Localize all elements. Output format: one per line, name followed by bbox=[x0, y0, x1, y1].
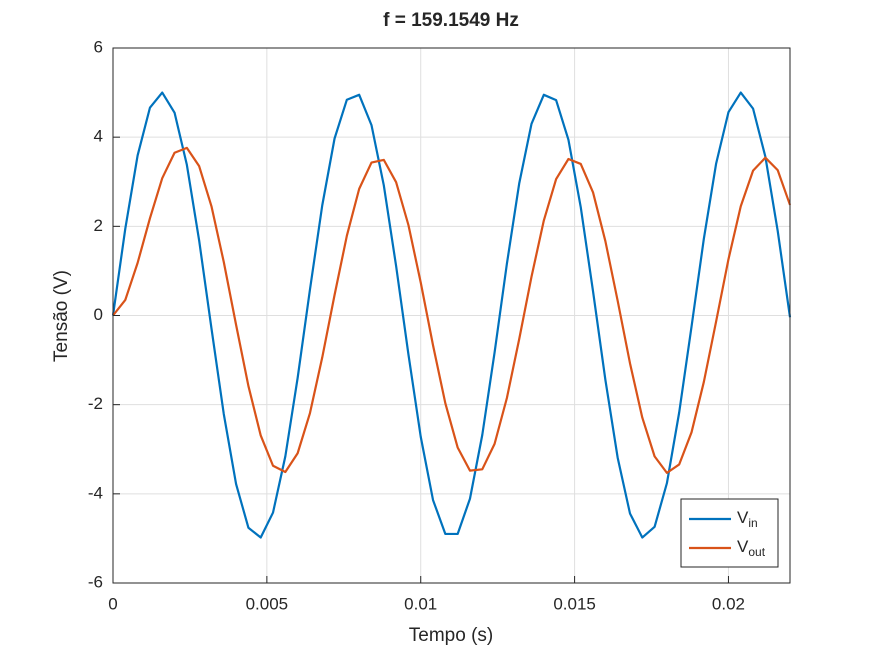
chart-title: f = 159.1549 Hz bbox=[383, 10, 519, 31]
x-tick-label: 0 bbox=[108, 594, 117, 613]
x-tick-label: 0.015 bbox=[553, 594, 596, 613]
y-tick-label: 6 bbox=[94, 37, 103, 56]
legend-box bbox=[680, 498, 779, 568]
y-axis-label: Tensão (V) bbox=[51, 270, 72, 362]
y-tick-label: -6 bbox=[88, 572, 103, 591]
y-tick-label: 0 bbox=[94, 305, 103, 324]
legend-label: Vin bbox=[737, 508, 758, 530]
series-line bbox=[112, 146, 792, 474]
y-tick-label: -2 bbox=[88, 394, 103, 413]
lines bbox=[111, 91, 792, 539]
y-tick-label: 2 bbox=[94, 216, 103, 235]
y-tick-label: 4 bbox=[94, 127, 103, 146]
legend-label: Vout bbox=[737, 537, 766, 559]
x-axis-label: Tempo (s) bbox=[409, 625, 493, 646]
series-line bbox=[111, 91, 792, 539]
x-tick-label: 0.02 bbox=[712, 594, 745, 613]
x-tick-label: 0.01 bbox=[404, 594, 437, 613]
y-tick-label: -4 bbox=[88, 483, 103, 502]
x-tick-label: 0.005 bbox=[246, 594, 289, 613]
grid bbox=[112, 47, 790, 584]
legend: Vin Vout bbox=[680, 498, 779, 568]
